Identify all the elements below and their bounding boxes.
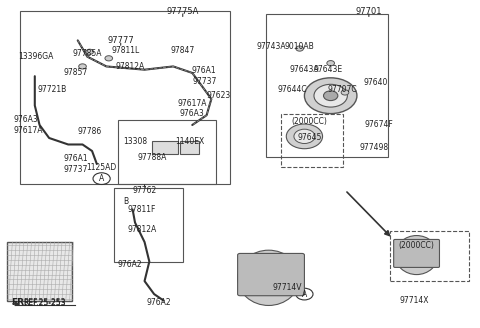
Text: 97788A: 97788A	[137, 153, 167, 162]
Text: 97762: 97762	[132, 186, 156, 195]
Text: 97721B: 97721B	[37, 85, 66, 94]
Text: 97743A: 97743A	[256, 42, 286, 51]
Text: 97811F: 97811F	[128, 205, 156, 214]
Bar	[114, 188, 183, 261]
Text: 97785A: 97785A	[72, 49, 102, 58]
Text: A: A	[302, 290, 307, 298]
Text: 97812A: 97812A	[116, 62, 145, 71]
Bar	[281, 113, 343, 167]
Text: 976A1
97737: 976A1 97737	[63, 154, 88, 174]
Bar	[152, 141, 178, 154]
Text: (2000CC): (2000CC)	[291, 117, 327, 126]
Text: 976A2: 976A2	[146, 298, 171, 307]
Text: 97714X: 97714X	[399, 296, 429, 305]
Bar	[118, 120, 216, 183]
Circle shape	[324, 91, 338, 101]
Circle shape	[105, 56, 113, 61]
Text: 97643E: 97643E	[314, 65, 343, 74]
Text: 9010AB: 9010AB	[285, 42, 314, 51]
Circle shape	[286, 124, 323, 149]
Text: 97812A: 97812A	[128, 225, 157, 234]
Text: 13308: 13308	[123, 137, 147, 146]
Text: 97777: 97777	[108, 36, 134, 45]
Text: 976A3
97617A: 976A3 97617A	[13, 115, 43, 135]
FancyBboxPatch shape	[7, 242, 72, 300]
Bar	[390, 231, 469, 281]
Text: 97674F: 97674F	[364, 120, 393, 130]
Text: 97644C: 97644C	[278, 85, 307, 94]
Text: 97714V: 97714V	[273, 283, 302, 292]
FancyBboxPatch shape	[238, 254, 304, 296]
Text: 977498: 977498	[359, 143, 388, 152]
Circle shape	[327, 61, 335, 66]
Text: 97617A
976A3: 97617A 976A3	[178, 99, 207, 118]
Ellipse shape	[395, 236, 438, 275]
Text: 97643A: 97643A	[289, 65, 319, 74]
Circle shape	[79, 64, 86, 69]
Text: 1140EX: 1140EX	[175, 137, 204, 146]
FancyBboxPatch shape	[394, 239, 440, 267]
Circle shape	[294, 129, 315, 144]
Text: B: B	[123, 197, 128, 206]
Text: (2000CC): (2000CC)	[398, 241, 434, 250]
Text: 97623: 97623	[206, 91, 231, 100]
Text: 97775A: 97775A	[167, 7, 199, 16]
Ellipse shape	[238, 250, 300, 305]
Text: 13396GA: 13396GA	[18, 52, 53, 61]
Text: 976A1
97737: 976A1 97737	[192, 67, 216, 86]
Text: 97857: 97857	[63, 69, 87, 77]
Text: A: A	[99, 174, 104, 183]
Text: 976A2: 976A2	[118, 260, 143, 269]
Text: 1125AD: 1125AD	[86, 163, 117, 172]
Circle shape	[86, 49, 94, 54]
Text: 97645: 97645	[297, 133, 322, 142]
Bar	[266, 14, 388, 157]
Text: REF.25-253: REF.25-253	[23, 299, 66, 308]
Text: FR.: FR.	[11, 298, 27, 307]
Bar	[21, 11, 230, 183]
Circle shape	[296, 46, 303, 51]
Circle shape	[304, 78, 357, 113]
Circle shape	[314, 84, 348, 107]
Bar	[180, 141, 199, 154]
Text: REF.25-253: REF.25-253	[23, 298, 66, 307]
Circle shape	[341, 90, 349, 95]
Text: 97640: 97640	[364, 78, 388, 87]
Text: 97847: 97847	[170, 46, 195, 55]
Text: 97707C: 97707C	[328, 85, 358, 94]
Text: 97701: 97701	[356, 7, 382, 16]
Text: 97811L: 97811L	[111, 46, 140, 55]
Text: 97786: 97786	[78, 127, 102, 136]
